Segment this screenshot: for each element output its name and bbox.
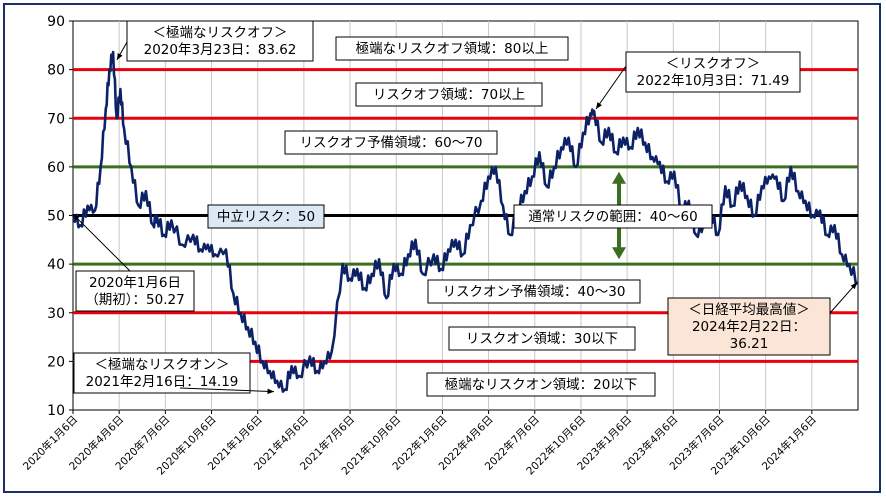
annotation-text-extreme_riskon_low: ＜極端なリスクオン＞ <box>95 357 230 373</box>
annotation-box-normal_range <box>513 204 713 229</box>
y-tick-label: 80 <box>47 63 65 79</box>
annotation-text-neutral: 中立リスク：50 <box>217 209 315 225</box>
y-tick-label: 30 <box>47 306 65 322</box>
annotation-text-riskon_zone: リスクオン領域：30以下 <box>466 330 618 347</box>
leader-peak-2022-head <box>596 102 602 110</box>
annotation-box-neutral <box>207 204 325 229</box>
annotation-text-normal_range: 通常リスクの範囲：40～60 <box>528 209 697 225</box>
annotation-text-start: （期初）：50.27 <box>85 291 184 308</box>
y-tick-label: 90 <box>47 14 65 30</box>
y-tick-label: 40 <box>47 257 65 273</box>
leader-nikkei-high-head <box>850 282 857 290</box>
annotation-text-extreme_riskoff_zone: 極端なリスクオフ領域：80以上 <box>356 40 549 57</box>
normal-range-arrow-up <box>612 171 626 184</box>
annotation-text-riskoff_peak: ＜リスクオフ＞ <box>666 56 761 72</box>
leader-start <box>72 213 131 272</box>
leader-low-2021 <box>179 387 275 393</box>
annotation-box-riskon_zone <box>448 326 636 351</box>
annotation-box-riskoff_zone <box>355 82 543 107</box>
leader-peak-2020-head <box>117 52 123 60</box>
annotation-box-extreme_riskon_low <box>73 352 251 394</box>
normal-range-arrow-down <box>612 247 626 260</box>
annotation-box-extreme_riskoff_zone <box>335 36 569 61</box>
series-line <box>71 50 859 393</box>
y-tick-label: 60 <box>47 160 65 176</box>
y-tick-label: 50 <box>47 209 65 225</box>
annotation-text-extreme_riskon_low: 2021年2月16日：14.19 <box>86 374 239 390</box>
annotation-text-extreme_riskoff_peak: 2020年3月23日：83.62 <box>144 42 297 58</box>
annotation-text-nikkei_high: 36.21 <box>730 336 769 352</box>
leader-nikkei-high <box>829 282 858 314</box>
annotation-text-riskoff_zone: リスクオフ領域：70以上 <box>373 86 525 103</box>
y-tick-label: 20 <box>47 354 65 370</box>
annotation-text-nikkei_high: 2024年2月22日： <box>692 319 806 335</box>
leader-start-head <box>73 214 80 221</box>
annotation-box-riskon_prep_zone <box>427 279 641 304</box>
annotation-text-extreme_riskoff_peak: ＜極端なリスクオフ＞ <box>153 25 288 41</box>
y-tick-label: 10 <box>47 403 65 419</box>
annotation-box-nikkei_high <box>667 297 831 356</box>
y-tick-label: 70 <box>47 111 65 127</box>
annotation-box-riskoff_prep_zone <box>284 130 498 155</box>
annotation-text-nikkei_high: ＜日経平均最高値＞ <box>688 301 810 318</box>
annotation-box-extreme_riskoff_peak <box>126 20 314 62</box>
annotation-box-riskoff_peak <box>625 51 801 93</box>
annotation-text-extreme_riskon_zone: 極端なリスクオン領域：20以下 <box>445 376 638 393</box>
annotation-box-extreme_riskon_zone <box>426 372 656 397</box>
leader-low-2021-head <box>267 388 274 395</box>
annotation-box-start <box>75 270 195 312</box>
annotation-text-riskoff_prep_zone: リスクオフ予備領域：60～70 <box>300 134 483 151</box>
leader-peak-2022 <box>595 65 627 110</box>
annotation-text-start: 2020年1月6日 <box>89 275 181 291</box>
annotation-text-riskon_prep_zone: リスクオン予備領域：40～30 <box>443 283 626 300</box>
annotation-text-riskoff_peak: 2022年10月3日：71.49 <box>637 73 790 89</box>
